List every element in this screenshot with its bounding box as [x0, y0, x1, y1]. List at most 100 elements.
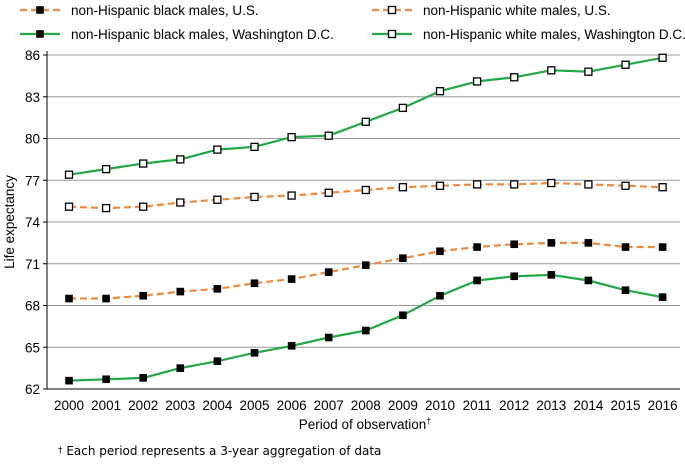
- x-tick-label: 2016: [648, 398, 678, 413]
- data-point: [584, 276, 593, 285]
- series-1: [65, 239, 667, 303]
- x-tick-label: 2009: [388, 398, 418, 413]
- data-point: [510, 180, 519, 189]
- data-point: [324, 268, 333, 276]
- data-point: [621, 181, 630, 190]
- data-point: [139, 159, 148, 168]
- data-point: [584, 239, 593, 247]
- data-point: [361, 261, 370, 269]
- data-point: [621, 243, 630, 251]
- data-point: [213, 145, 222, 154]
- data-point: [435, 87, 445, 96]
- legend-label: non-Hispanic black males, U.S.: [71, 3, 259, 18]
- x-tick-label: 2015: [610, 398, 640, 413]
- data-point: [65, 294, 73, 303]
- data-point: [324, 131, 333, 140]
- x-tick-label: 2008: [351, 398, 381, 413]
- y-tick-label: 68: [25, 299, 40, 314]
- data-point: [361, 117, 370, 126]
- legend-label: non-Hispanic black males, Washington D.C…: [71, 27, 334, 42]
- series-line: [69, 241, 663, 300]
- y-tick-label: 86: [25, 48, 40, 63]
- legend-swatch-marker: [387, 5, 397, 15]
- data-point: [547, 178, 556, 188]
- data-point: [139, 291, 147, 300]
- series-3: [65, 271, 667, 385]
- series-4: [64, 53, 667, 179]
- data-point: [101, 203, 111, 213]
- data-point: [176, 155, 185, 164]
- legend-item-4: non-Hispanic white males, Washington D.C…: [372, 27, 685, 42]
- y-tick-label: 83: [25, 90, 40, 105]
- series-layer: [64, 53, 667, 385]
- data-point: [436, 247, 444, 256]
- data-point: [436, 291, 444, 300]
- data-point: [65, 376, 73, 385]
- x-tick-label: 2012: [499, 398, 529, 413]
- x-tick-label: 2010: [425, 398, 455, 413]
- data-point: [250, 142, 259, 152]
- data-point: [473, 243, 481, 251]
- data-point: [658, 53, 667, 62]
- x-tick-label: 2005: [239, 398, 269, 413]
- data-point: [361, 185, 370, 195]
- x-tick-label: 2003: [165, 398, 195, 413]
- data-point: [398, 103, 408, 113]
- data-point: [139, 374, 147, 382]
- legend-item-2: non-Hispanic white males, U.S.: [372, 3, 611, 18]
- data-point: [361, 326, 370, 335]
- data-point: [176, 364, 185, 372]
- data-point: [176, 287, 185, 296]
- x-axis-title-mark: †: [426, 416, 431, 426]
- data-point: [399, 311, 407, 320]
- x-tick-label: 2004: [202, 398, 233, 413]
- x-tick-label: 2011: [463, 398, 492, 413]
- x-tick-label: 2000: [54, 398, 84, 413]
- data-point: [250, 192, 259, 202]
- data-point: [472, 77, 482, 86]
- series-2: [64, 178, 667, 213]
- data-point: [287, 132, 296, 142]
- legend-item-3: non-Hispanic black males, Washington D.C…: [20, 27, 334, 42]
- data-point: [64, 202, 74, 211]
- data-point: [176, 198, 185, 207]
- y-tick-label: 77: [25, 173, 40, 188]
- data-point: [547, 271, 556, 279]
- data-point: [324, 333, 333, 342]
- y-tick-label: 80: [25, 132, 40, 147]
- legend-swatch-marker: [387, 29, 397, 39]
- footnote-mark: †: [58, 446, 63, 456]
- data-point: [101, 164, 111, 174]
- x-tick-label: 2007: [314, 398, 344, 413]
- x-tick-label: 2001: [91, 398, 121, 413]
- data-point: [324, 188, 333, 197]
- data-point: [139, 202, 148, 211]
- data-point: [250, 349, 259, 357]
- data-point: [399, 254, 407, 262]
- legend-label: non-Hispanic white males, U.S.: [423, 3, 611, 18]
- data-point: [584, 67, 593, 76]
- gridlines: [47, 54, 680, 348]
- footnote-text: Each period represents a 3-year aggregat…: [62, 444, 382, 458]
- data-point: [510, 240, 519, 249]
- data-point: [621, 60, 630, 69]
- legend: non-Hispanic black males, U.S. non-Hispan…: [20, 3, 685, 42]
- data-point: [213, 195, 222, 204]
- axes: [43, 51, 680, 390]
- data-point: [287, 191, 296, 200]
- footnote: † Each period represents a 3-year aggreg…: [58, 444, 381, 458]
- x-axis-title: Period of observation†: [299, 416, 432, 432]
- data-point: [435, 181, 445, 190]
- data-point: [287, 342, 296, 350]
- y-tick-label: 71: [25, 257, 40, 272]
- legend-item-1: non-Hispanic black males, U.S.: [20, 3, 259, 18]
- y-tick-label: 62: [25, 382, 40, 397]
- x-tick-label: 2006: [277, 398, 307, 413]
- x-tick-label: 2002: [128, 398, 158, 413]
- x-tick-label: 2014: [573, 398, 604, 413]
- x-tick-label: 2013: [536, 398, 566, 413]
- data-point: [621, 286, 630, 294]
- data-point: [398, 183, 408, 192]
- y-tick-label: 65: [25, 340, 40, 355]
- data-point: [472, 180, 482, 189]
